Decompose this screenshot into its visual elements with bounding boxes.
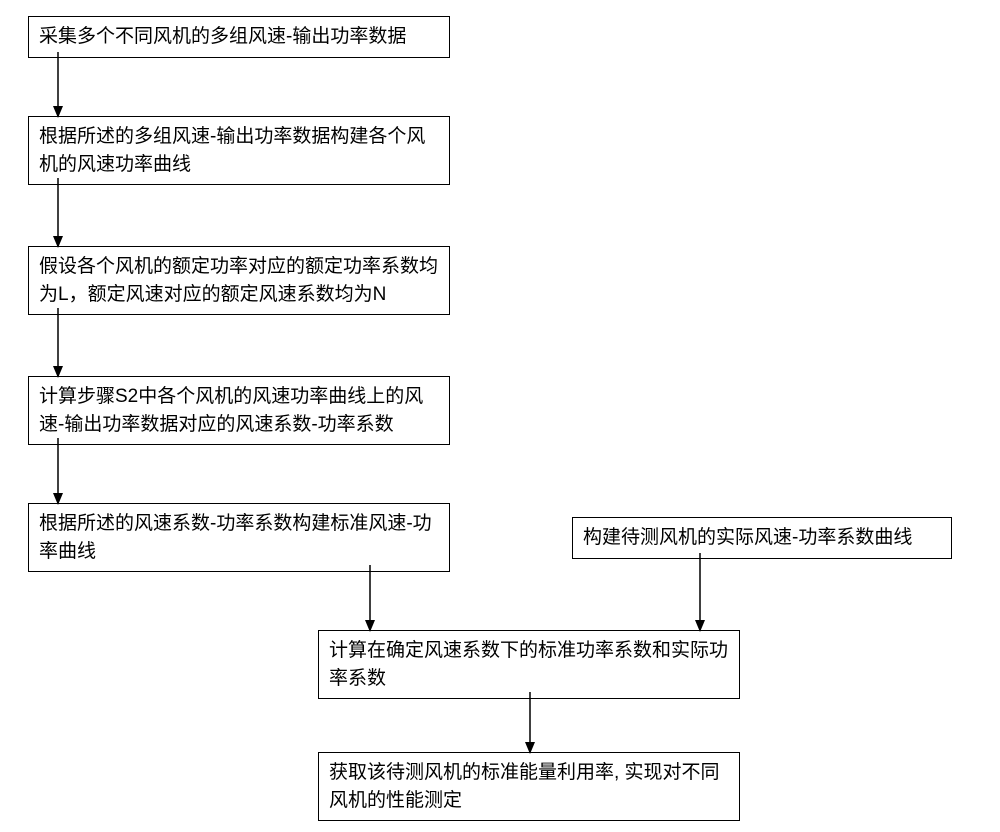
flow-node-build-curves: 根据所述的多组风速-输出功率数据构建各个风机的风速功率曲线 bbox=[28, 116, 450, 185]
node-text: 计算步骤S2中各个风机的风速功率曲线上的风速-输出功率数据对应的风速系数-功率系… bbox=[39, 386, 423, 435]
node-text: 采集多个不同风机的多组风速-输出功率数据 bbox=[39, 26, 406, 47]
flow-node-collect-data: 采集多个不同风机的多组风速-输出功率数据 bbox=[28, 16, 450, 58]
node-text: 假设各个风机的额定功率对应的额定功率系数均为L，额定风速对应的额定风速系数均为N bbox=[39, 256, 438, 305]
node-text: 计算在确定风速系数下的标准功率系数和实际功率系数 bbox=[329, 640, 728, 689]
flow-node-assume-coefficients: 假设各个风机的额定功率对应的额定功率系数均为L，额定风速对应的额定风速系数均为N bbox=[28, 246, 450, 315]
flow-node-build-standard-curve: 根据所述的风速系数-功率系数构建标准风速-功率曲线 bbox=[28, 503, 450, 572]
node-text: 构建待测风机的实际风速-功率系数曲线 bbox=[583, 527, 912, 548]
flow-node-get-utilization: 获取该待测风机的标准能量利用率, 实现对不同风机的性能测定 bbox=[318, 752, 740, 821]
node-text: 获取该待测风机的标准能量利用率, 实现对不同风机的性能测定 bbox=[329, 762, 720, 811]
flow-node-build-actual-curve: 构建待测风机的实际风速-功率系数曲线 bbox=[572, 517, 952, 559]
flow-node-calc-coefficients: 计算步骤S2中各个风机的风速功率曲线上的风速-输出功率数据对应的风速系数-功率系… bbox=[28, 376, 450, 445]
node-text: 根据所述的多组风速-输出功率数据构建各个风机的风速功率曲线 bbox=[39, 126, 425, 175]
node-text: 根据所述的风速系数-功率系数构建标准风速-功率曲线 bbox=[39, 513, 432, 562]
flow-node-calc-under-coeff: 计算在确定风速系数下的标准功率系数和实际功率系数 bbox=[318, 630, 740, 699]
